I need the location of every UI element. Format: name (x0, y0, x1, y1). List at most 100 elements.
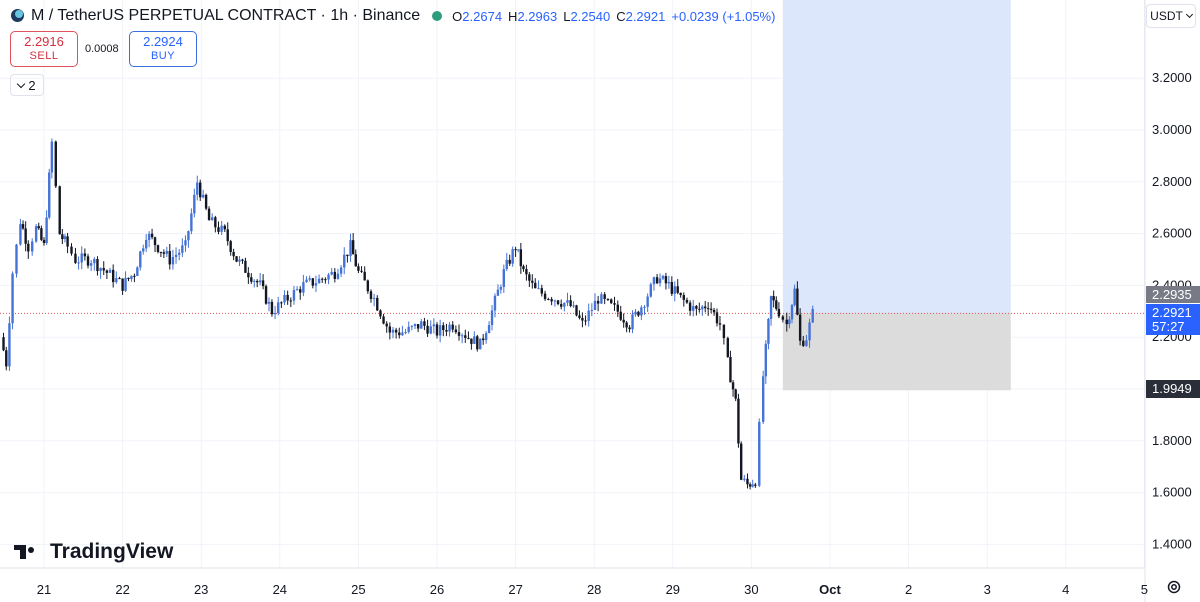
candle-body (96, 259, 99, 272)
candle-body (264, 286, 268, 304)
candle-body (487, 324, 491, 334)
candle-body (712, 309, 716, 313)
candle-body (484, 333, 488, 341)
candle-body (777, 308, 781, 317)
candle-body (258, 280, 262, 283)
candle-body (89, 263, 93, 266)
candle-body (267, 301, 271, 304)
candle-body (772, 296, 775, 301)
symbol-logo-icon (10, 8, 26, 24)
candle-body (679, 292, 682, 296)
candle-body (184, 240, 187, 246)
candle-body (640, 307, 643, 316)
stop-zone[interactable] (782, 312, 1011, 391)
candle-body (410, 325, 414, 327)
ohlc-high-value: 2.2963 (517, 8, 558, 24)
candle-body (376, 297, 379, 311)
candle-body (706, 308, 710, 310)
ohlc-close-key: C (616, 8, 626, 24)
candle-body (788, 319, 791, 325)
candle-body (798, 314, 802, 341)
spread-value: 0.0008 (85, 43, 119, 55)
ohlc-open-value: 2.2674 (462, 8, 503, 24)
sell-label: SELL (29, 50, 59, 62)
candle-body (758, 421, 761, 486)
candle-body (369, 291, 373, 299)
indicators-toggle-button[interactable]: 2 (10, 74, 44, 96)
candle-body (372, 297, 376, 299)
candle-body (808, 322, 811, 341)
candle-body (139, 251, 142, 268)
candle-body (273, 313, 277, 315)
sell-button[interactable]: 2.2916 SELL (10, 31, 78, 67)
candle-body (27, 243, 30, 252)
brand-name: TradingView (50, 540, 174, 563)
candle-body (229, 241, 232, 252)
time-tick-label: 2 (905, 582, 912, 597)
time-tick-label: 21 (37, 582, 51, 597)
candle-body (156, 245, 160, 252)
candle-body (590, 310, 594, 312)
candle-body (136, 267, 139, 276)
candle-body (235, 256, 238, 262)
candle-body (54, 141, 57, 187)
candle-body (517, 249, 520, 251)
symbol-title[interactable]: M / TetherUS PERPETUAL CONTRACT · 1h · B… (31, 7, 421, 24)
buy-button[interactable]: 2.2924 BUY (129, 31, 197, 67)
candle-body (118, 278, 121, 280)
candle-body (42, 239, 46, 244)
time-axis[interactable]: 21 22 23 24 25 26 27 28 29 30 Oct 2 3 4 5 (0, 567, 1148, 597)
time-tick-label: Oct (819, 582, 841, 597)
candle-body (553, 300, 557, 302)
candle-body (649, 284, 652, 297)
candle-body (547, 299, 550, 301)
long-position-tool[interactable] (782, 0, 1011, 391)
time-tick-label: 3 (984, 582, 991, 597)
candle-body (743, 478, 746, 480)
candle-body (190, 213, 193, 232)
gear-icon[interactable] (1166, 579, 1182, 595)
time-tick-label: 5 (1141, 582, 1148, 597)
candle-body (48, 172, 51, 218)
candle-body (610, 299, 613, 304)
candle-body (270, 301, 274, 315)
time-tick-label: 27 (508, 582, 522, 597)
candle-body (569, 300, 572, 307)
current-price-label: 2.2921 57:27 (1146, 304, 1200, 335)
tradingview-logo[interactable]: TradingView (14, 540, 173, 564)
candle-body (556, 300, 560, 305)
time-tick-label: 24 (273, 582, 287, 597)
candle-body (769, 296, 773, 319)
candle-body (351, 240, 355, 255)
candle-body (250, 277, 253, 282)
candle-body (737, 398, 740, 444)
price-tick-label: 3.2000 (1152, 70, 1192, 85)
buy-price: 2.2924 (143, 34, 183, 49)
target-zone[interactable] (782, 0, 1011, 313)
candle-body (256, 280, 259, 283)
ohlc-high-key: H (508, 8, 518, 24)
candle-body (490, 310, 494, 325)
candle-body (785, 319, 788, 325)
candle-body (2, 337, 5, 351)
candle-body (761, 376, 765, 422)
candle-body (616, 304, 619, 312)
candle-body (124, 277, 127, 291)
candle-body (514, 249, 517, 251)
indicators-count: 2 (28, 77, 36, 93)
candle-body (232, 251, 235, 257)
candle-body (543, 293, 547, 300)
currency-selector[interactable]: USDT (1146, 4, 1196, 28)
candle-body (401, 332, 404, 336)
candle-body (578, 315, 581, 318)
candle-body (634, 311, 637, 315)
candle-body (764, 343, 768, 377)
candle-body (528, 274, 531, 281)
candle-body (324, 279, 327, 281)
candle-body (162, 252, 166, 254)
position-entry-label: 2.2935 (1146, 286, 1200, 303)
candle-body (715, 312, 719, 324)
candle-body (420, 321, 423, 329)
candle-body (525, 269, 528, 275)
